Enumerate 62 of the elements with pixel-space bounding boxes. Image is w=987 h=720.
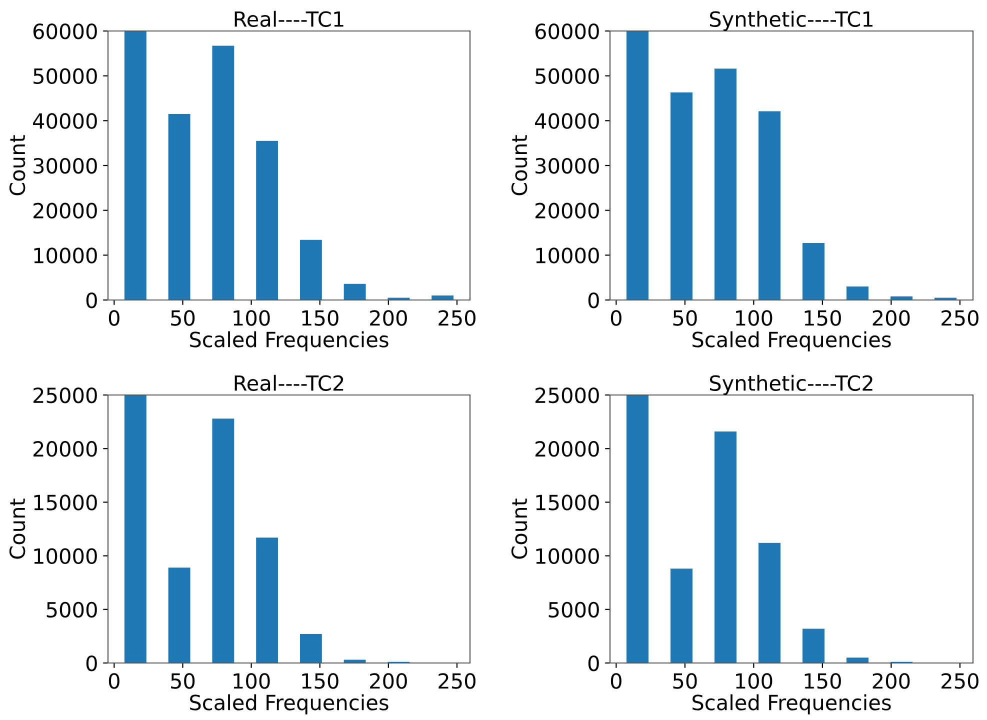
y-tick-label: 0: [588, 655, 599, 672]
y-tick-label: 10000: [536, 548, 599, 564]
y-tick-label: 60000: [33, 23, 97, 40]
x-tick-label: 150: [302, 673, 338, 689]
y-tick-label: 50000: [536, 68, 599, 84]
y-tick-label: 20000: [536, 441, 599, 457]
x-tick-label: 250: [942, 673, 978, 689]
y-axis-title: Count: [511, 498, 528, 559]
y-tick-label: 25000: [34, 387, 97, 404]
y-tick-label: 10000: [34, 248, 97, 264]
x-tick-label: 0: [610, 673, 622, 689]
x-tick-label: 150: [302, 310, 338, 326]
x-axis-title: Scaled Frequencies: [190, 331, 388, 352]
y-tick-label: 30000: [34, 158, 97, 174]
y-tick-label: 30000: [536, 158, 599, 174]
x-tick-label: 100: [736, 310, 772, 326]
chart-title: Real----TC1: [234, 10, 344, 27]
x-tick-label: 150: [804, 310, 841, 326]
x-axis-title: Scaled Frequencies: [692, 694, 891, 714]
y-axis-title: Count: [9, 135, 26, 196]
x-tick-label: 100: [234, 310, 270, 326]
y-tick-label: 0: [86, 655, 97, 672]
x-tick-label: 100: [736, 673, 772, 689]
x-tick-label: 0: [108, 310, 120, 326]
x-tick-label: 50: [171, 673, 195, 689]
y-axis-title: Count: [511, 135, 528, 196]
y-tick-label: 20000: [34, 202, 97, 219]
x-tick-label: 200: [370, 673, 407, 689]
x-tick-label: 200: [872, 310, 910, 326]
y-tick-label: 5000: [548, 602, 599, 618]
y-tick-label: 50000: [34, 68, 97, 84]
x-tick-label: 50: [673, 310, 697, 326]
x-tick-label: 0: [108, 673, 120, 689]
y-tick-label: 10000: [536, 248, 599, 264]
y-tick-label: 15000: [34, 494, 97, 510]
x-tick-label: 250: [438, 673, 476, 689]
y-tick-label: 0: [588, 292, 599, 308]
chart-title: Synthetic----TC1: [710, 10, 872, 31]
x-tick-label: 150: [804, 673, 841, 689]
y-axis-title: Count: [9, 498, 26, 559]
y-tick-label: 60000: [535, 23, 599, 40]
y-tick-label: 40000: [535, 113, 599, 129]
x-axis-title: Scaled Frequencies: [692, 331, 891, 352]
x-tick-label: 50: [171, 310, 195, 326]
x-tick-label: 100: [234, 673, 270, 689]
chart-title: Synthetic----TC2: [710, 374, 872, 395]
x-tick-label: 250: [438, 310, 476, 326]
y-tick-label: 5000: [46, 602, 97, 618]
x-tick-label: 200: [872, 673, 910, 689]
y-tick-label: 20000: [536, 202, 599, 219]
y-tick-label: 20000: [34, 441, 97, 457]
x-axis-title: Scaled Frequencies: [190, 694, 388, 714]
y-tick-label: 15000: [536, 494, 599, 510]
x-tick-label: 200: [370, 310, 407, 326]
chart-title: Real----TC2: [234, 374, 344, 391]
x-tick-label: 50: [673, 673, 697, 689]
y-tick-label: 25000: [536, 387, 599, 404]
y-tick-label: 0: [86, 292, 97, 308]
y-tick-label: 10000: [34, 548, 97, 564]
y-tick-label: 40000: [33, 113, 97, 129]
x-tick-label: 250: [942, 310, 978, 326]
x-tick-label: 0: [610, 310, 622, 326]
